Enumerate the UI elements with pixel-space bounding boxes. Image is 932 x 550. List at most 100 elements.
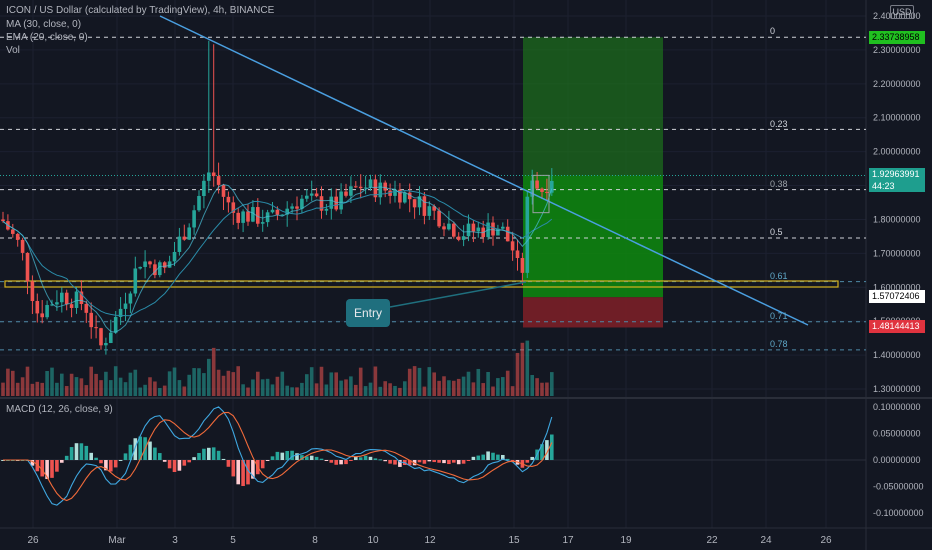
volume-bar	[280, 371, 285, 396]
volume-bar	[525, 340, 530, 396]
candle-body	[412, 199, 417, 208]
candle-body	[104, 342, 108, 346]
candle-body	[50, 304, 54, 306]
candle-body	[305, 195, 309, 199]
selection-box	[532, 174, 550, 214]
time-tick-label: 24	[760, 535, 772, 546]
ema-line	[2, 183, 553, 333]
macd-histogram-bar	[275, 451, 280, 460]
volume-bar	[231, 372, 236, 396]
candle-body	[275, 209, 280, 215]
macd-histogram-bar	[202, 448, 206, 460]
volume-bar	[172, 367, 177, 396]
macd-histogram-bar	[177, 460, 182, 471]
price-tick-label: 1.40000000	[873, 350, 921, 360]
volume-bar	[45, 370, 49, 396]
volume-bar	[148, 377, 152, 396]
macd-histogram-bar	[60, 460, 64, 463]
macd-histogram-bar	[104, 460, 108, 471]
volume-bar	[94, 373, 98, 396]
macd-histogram-bar	[383, 460, 387, 462]
volume-bar	[226, 370, 231, 396]
macd-histogram-bar	[30, 460, 35, 466]
currency-badge[interactable]: USD	[890, 5, 914, 19]
volume-bar	[378, 386, 383, 396]
time-tick-label: 12	[424, 535, 436, 546]
macd-histogram-bar	[363, 455, 368, 460]
macd-histogram-bar	[427, 460, 432, 462]
macd-histogram-bar	[393, 460, 397, 465]
candle-body	[491, 222, 495, 236]
entry-callout[interactable]: Entry	[346, 299, 390, 327]
volume-bar	[251, 379, 255, 396]
candle-body	[123, 303, 128, 309]
candle-body	[471, 223, 476, 232]
candle-body	[437, 210, 441, 227]
candle-body	[246, 211, 250, 222]
axes: 2.40000000 2.30000000 2.20000000 2.10000000…	[27, 11, 923, 546]
candle-body	[143, 261, 147, 267]
volume-bar	[6, 368, 10, 396]
volume-bar	[530, 375, 534, 396]
fib-label-071: 0.71	[770, 311, 788, 321]
macd-histogram-bar	[280, 452, 285, 460]
volume-bar	[535, 378, 539, 396]
volume-bar	[319, 366, 324, 396]
volume-bar	[20, 377, 25, 396]
macd-tick-label: 0.10000000	[873, 402, 921, 412]
volume-bar	[221, 375, 226, 396]
moving-averages	[2, 183, 553, 333]
candle-body	[417, 196, 422, 208]
price-tick-label: 1.30000000	[873, 384, 921, 394]
candle-body	[109, 332, 113, 343]
candle-body	[515, 250, 520, 259]
candle-body	[324, 208, 329, 211]
candle-body	[422, 196, 427, 216]
macd-histogram-bar	[447, 460, 451, 465]
candle-body	[177, 236, 182, 252]
candle-body	[285, 208, 289, 215]
macd-histogram-bar	[55, 460, 59, 472]
candle-body	[148, 261, 152, 265]
current-price-tag: 1.92963991	[869, 168, 925, 180]
macd-histogram-bar	[94, 457, 98, 460]
time-tick-label: 8	[312, 535, 318, 546]
candle-body	[138, 266, 142, 269]
candle-body	[505, 226, 510, 242]
volume-bar	[476, 368, 481, 396]
volume-bar	[300, 382, 304, 396]
volume-bar	[11, 370, 15, 396]
candle-body	[182, 236, 187, 240]
candle-body	[207, 172, 211, 181]
symbol-title[interactable]: ICON / US Dollar (calculated by TradingV…	[6, 5, 275, 16]
volume-bar	[403, 381, 407, 396]
volume-bar	[334, 372, 338, 396]
volume-bar	[491, 386, 495, 396]
ma-legend[interactable]: MA (30, close, 0)	[6, 19, 82, 30]
candle-body	[60, 292, 64, 303]
macd-histogram-bar	[226, 460, 231, 467]
ema-legend[interactable]: EMA (20, close, 0)	[6, 32, 88, 43]
candle-body	[221, 184, 226, 197]
candle-body	[550, 180, 554, 193]
volume-bar	[104, 371, 108, 396]
macd-histogram-bar	[35, 460, 40, 472]
candle-body	[461, 236, 466, 240]
price-tick-label: 1.60000000	[873, 282, 921, 292]
macd-histogram-bar	[486, 451, 490, 460]
candle-body	[373, 179, 378, 198]
candle-body	[270, 209, 275, 213]
time-tick-label: 17	[562, 535, 574, 546]
candle-body	[40, 313, 44, 318]
candle-body	[99, 328, 103, 346]
candle-body	[187, 227, 191, 240]
time-tick-label: 10	[367, 535, 379, 546]
candle-body	[1, 219, 5, 222]
macd-legend[interactable]: MACD (12, 26, close, 9)	[6, 404, 113, 415]
fib-label-05: 0.5	[770, 227, 783, 237]
macd-histogram-bar	[221, 458, 226, 460]
macd-histogram-bar	[187, 460, 191, 463]
volume-legend[interactable]: Vol	[6, 45, 20, 56]
candle-body	[358, 186, 363, 189]
